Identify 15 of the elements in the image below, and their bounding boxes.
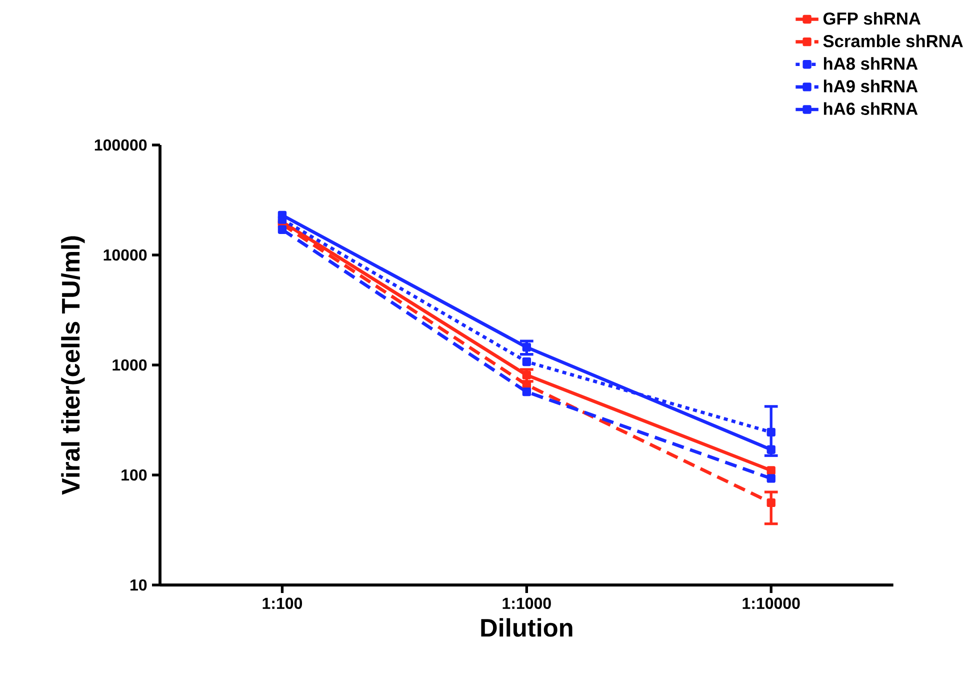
y-axis-title: Viral titer(cells TU/ml) [61,236,85,495]
y-tick-label: 1000 [112,359,147,371]
y-tick-label: 100 [122,469,147,481]
x-tick-label: 1:10000 [742,598,800,609]
x-axis-title: Dilution [481,618,572,637]
legend-label: hA6 shRNA [824,102,918,115]
y-tick-label: 100000 [94,139,147,151]
y-tick-label: 10000 [104,249,147,261]
x-tick-label: 1:100 [262,598,302,609]
legend-label: hA9 shRNA [824,80,918,92]
legend-label: Scramble shRNA [823,34,963,48]
legend-label: hA8 shRNA [824,57,918,70]
x-tick-label: 1:1000 [502,598,551,609]
y-tick-label: 10 [130,579,147,591]
legend-label: GFP shRNA [823,12,921,25]
